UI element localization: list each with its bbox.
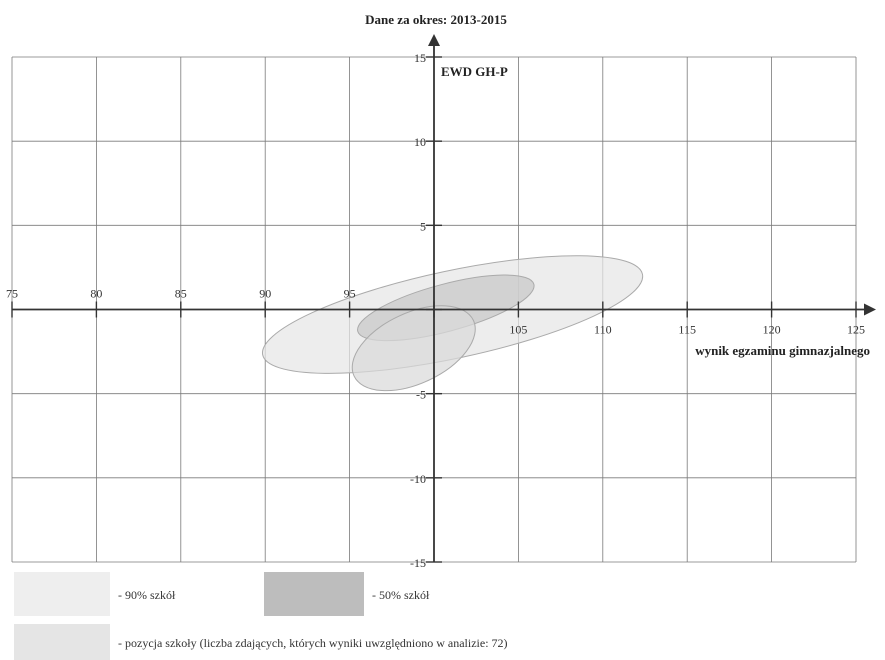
- ewd-chart: 75 80 85 90 95 105 110 115 120 125 -15 -10 -5 5 10 15 D…: [6, 12, 876, 570]
- x-axis-label: wynik egzaminu gimnazjalnego: [695, 343, 870, 358]
- legend-swatch-90: [14, 572, 110, 616]
- ellipse-school-position: [351, 305, 476, 392]
- x-tick-label-75: 75: [6, 287, 18, 301]
- legend-swatch-school: [14, 624, 110, 660]
- legend-label-90: - 90% szkół: [118, 588, 176, 602]
- chart-title: Dane za okres: 2013-2015: [365, 12, 507, 27]
- x-tick-label-85: 85: [175, 287, 187, 301]
- tick-labels: 75 80 85 90 95 105 110 115 120 125 -15 -10 -5 5 10 15: [6, 51, 865, 570]
- y-tick-label--10: -10: [410, 472, 426, 486]
- x-tick-label-125: 125: [847, 323, 865, 337]
- x-tick-label-90: 90: [259, 287, 271, 301]
- y-axis-label: EWD GH-P: [441, 64, 508, 79]
- x-tick-label-80: 80: [90, 287, 102, 301]
- x-tick-label-115: 115: [678, 323, 696, 337]
- y-tick-label-15: 15: [414, 51, 426, 65]
- x-tick-label-105: 105: [509, 323, 527, 337]
- legend-label-school: - pozycja szkoły (liczba zdających, któr…: [118, 636, 508, 650]
- y-tick-label-5: 5: [420, 219, 426, 233]
- x-tick-label-110: 110: [594, 323, 612, 337]
- y-tick-label--15: -15: [410, 556, 426, 570]
- axes: [12, 34, 876, 562]
- y-tick-label-10: 10: [414, 135, 426, 149]
- legend-swatch-50: [264, 572, 364, 616]
- y-tick-label--5: -5: [416, 388, 426, 402]
- x-tick-label-95: 95: [344, 287, 356, 301]
- ellipse-layer: [261, 255, 644, 392]
- legend-label-50: - 50% szkół: [372, 588, 430, 602]
- legend: - 90% szkół - 50% szkół - pozycja szkoły…: [0, 568, 885, 660]
- x-tick-label-120: 120: [763, 323, 781, 337]
